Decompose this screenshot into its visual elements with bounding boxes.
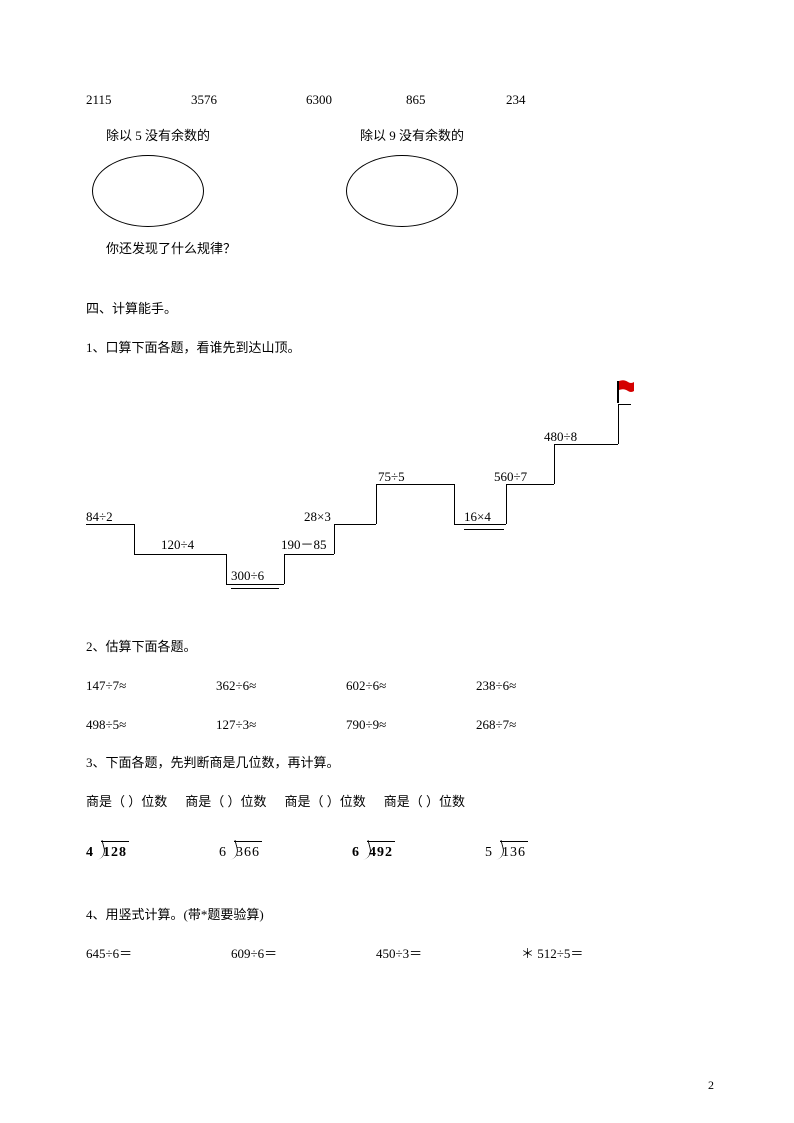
stair-segment	[226, 554, 227, 584]
vertical-calc-problem: 645÷6＝	[86, 944, 231, 965]
dividend: 366	[234, 841, 262, 864]
oval-block-9: 除以 9 没有余数的	[340, 126, 464, 227]
estimation-problem: 127÷3≈	[216, 715, 316, 736]
top-number: 865	[406, 90, 506, 111]
oval-shape-9	[346, 155, 458, 227]
quotient-digits-label: 商是（ ）位数	[285, 792, 366, 813]
dividend: 136	[500, 841, 528, 864]
top-number-row: 211535766300865234	[86, 90, 708, 111]
stair-step-label: 16×4	[464, 507, 504, 530]
dividend: 492	[367, 841, 395, 864]
stair-segment	[334, 524, 376, 525]
q4-title: 4、用竖式计算。(带*题要验算)	[86, 905, 708, 926]
top-number: 234	[506, 90, 566, 111]
quotient-digits-label: 商是（ ）位数	[86, 792, 167, 813]
dividend: 128	[101, 841, 129, 864]
long-division-row: 4128 6366 6492 5136	[86, 838, 708, 860]
stair-segment	[334, 524, 335, 554]
top-number: 2115	[86, 90, 191, 111]
top-number: 6300	[306, 90, 406, 111]
stair-step-label: 300÷6	[231, 566, 279, 589]
stair-step-label: 560÷7	[494, 467, 527, 488]
estimation-row: 147÷7≈ 362÷6≈ 602÷6≈ 238÷6≈	[86, 676, 708, 697]
stair-step-label: 120÷4	[161, 535, 194, 556]
estimation-problem: 362÷6≈	[216, 676, 316, 697]
stair-diagram: 84÷2 120÷4 300÷6190－85 28×3 75÷5 16×4 560÷7 480…	[86, 377, 646, 597]
vertical-calc-problem: 609÷6＝	[231, 944, 376, 965]
stair-step-label: 190－85	[281, 535, 327, 556]
stair-segment	[454, 484, 455, 524]
quotient-digits-label: 商是（ ）位数	[185, 792, 266, 813]
stair-segment	[618, 404, 619, 444]
oval-section: 除以 5 没有余数的 除以 9 没有余数的	[86, 126, 708, 227]
stair-step-label: 480÷8	[544, 427, 577, 448]
stair-step-label: 84÷2	[86, 507, 113, 528]
long-division-problem: 5136	[485, 838, 528, 860]
oval-block-5: 除以 5 没有余数的	[86, 126, 210, 227]
estimation-rows: 147÷7≈ 362÷6≈ 602÷6≈ 238÷6≈ 498÷5≈ 127÷3≈ 790÷…	[86, 676, 708, 736]
estimation-problem: 147÷7≈	[86, 676, 186, 697]
oval-label-9: 除以 9 没有余数的	[340, 126, 464, 147]
top-number: 3576	[191, 90, 306, 111]
estimation-problem: 498÷5≈	[86, 715, 186, 736]
q4-problems-row: 645÷6＝609÷6＝450÷3＝＊ 512÷5＝	[86, 944, 708, 965]
discover-prompt: 你还发现了什么规律？	[86, 239, 708, 260]
oval-label-5: 除以 5 没有余数的	[86, 126, 210, 147]
flag-icon	[614, 379, 636, 405]
long-division-problem: 6366	[219, 838, 262, 860]
q2-title: 2、估算下面各题。	[86, 637, 708, 658]
long-division-problem: 6492	[352, 838, 395, 860]
estimation-problem: 790÷9≈	[346, 715, 446, 736]
q1-title: 1、口算下面各题，看谁先到达山顶。	[86, 338, 708, 359]
stair-segment	[284, 554, 285, 584]
q3-labels-row: 商是（ ）位数商是（ ）位数商是（ ）位数商是（ ）位数	[86, 792, 708, 813]
page-number: 2	[708, 1076, 714, 1095]
vertical-calc-problem: 450÷3＝	[376, 944, 521, 965]
quotient-digits-label: 商是（ ）位数	[384, 792, 465, 813]
stair-segment	[376, 484, 377, 524]
stair-step-label: 75÷5	[378, 467, 405, 488]
stair-segment	[134, 524, 135, 554]
stair-step-label: 28×3	[304, 507, 331, 528]
stair-segment	[618, 404, 631, 405]
vertical-calc-problem: ＊ 512÷5＝	[521, 944, 641, 965]
stair-segment	[554, 444, 555, 484]
long-division-problem: 4128	[86, 838, 129, 860]
q3-title: 3、下面各题，先判断商是几位数，再计算。	[86, 753, 708, 774]
estimation-row: 498÷5≈ 127÷3≈ 790÷9≈ 268÷7≈	[86, 715, 708, 736]
estimation-problem: 238÷6≈	[476, 676, 576, 697]
oval-shape-5	[92, 155, 204, 227]
section-4-title: 四、计算能手。	[86, 299, 708, 320]
estimation-problem: 268÷7≈	[476, 715, 576, 736]
stair-segment	[506, 484, 507, 524]
estimation-problem: 602÷6≈	[346, 676, 446, 697]
